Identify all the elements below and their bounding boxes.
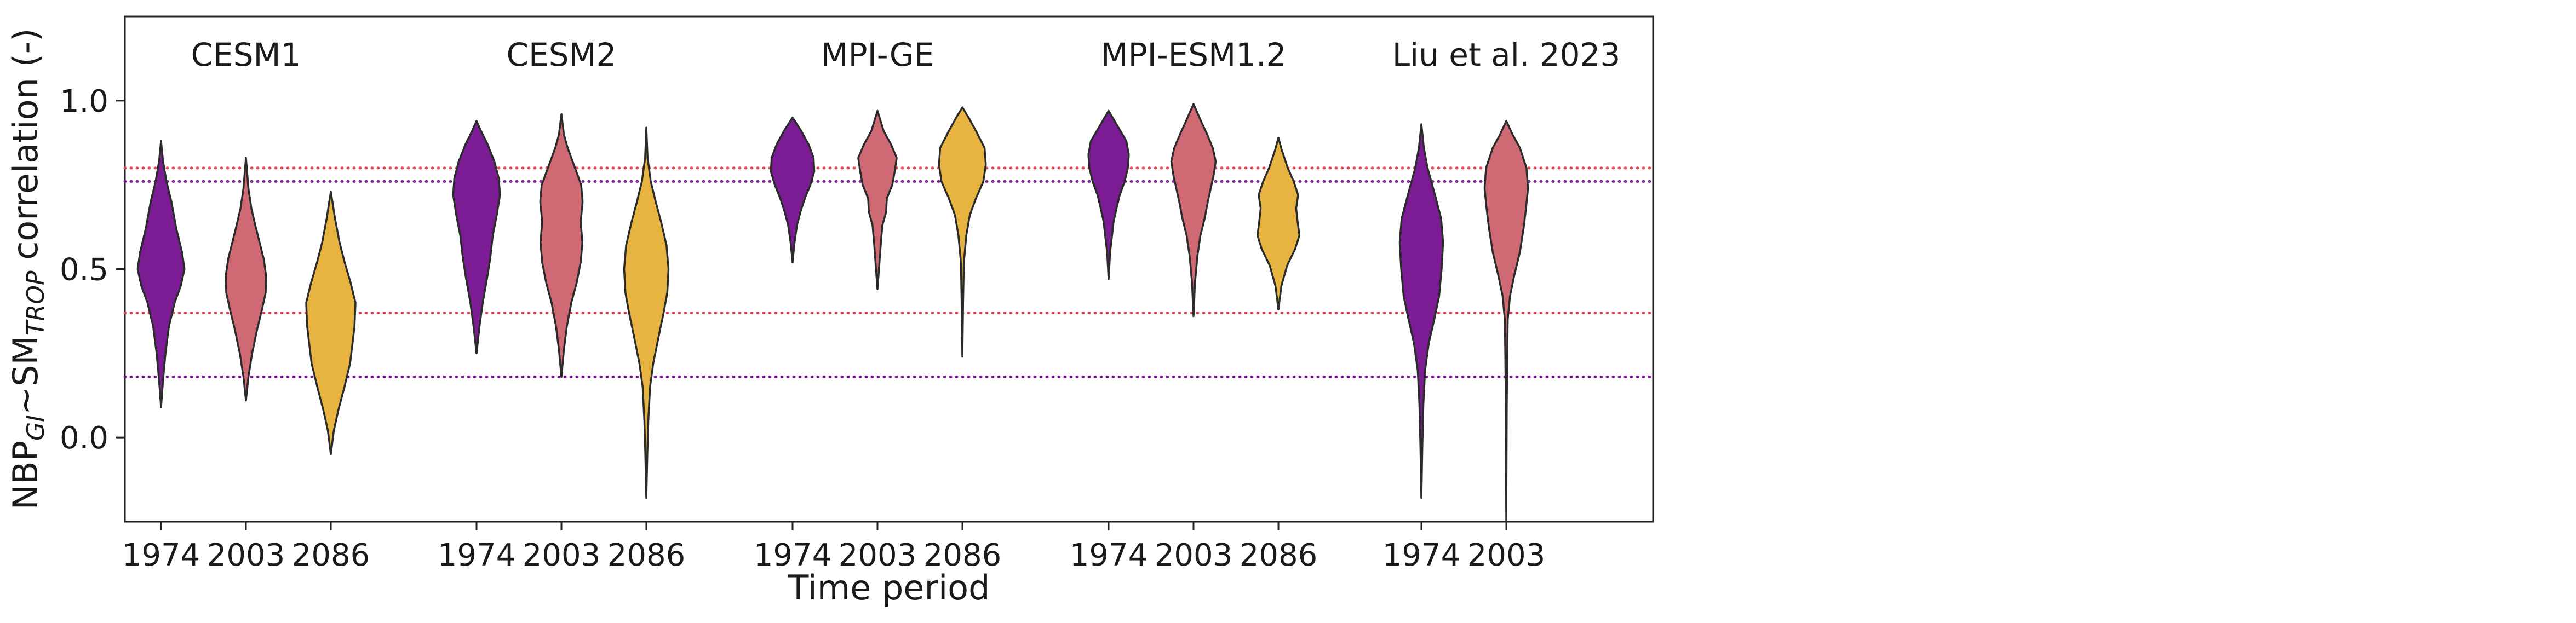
y-axis-text: ~SM [5,336,45,415]
x-tick-label: 1974 [438,538,516,573]
x-tick-label: 2086 [607,538,686,573]
group-label: MPI-GE [821,36,934,73]
x-axis-title: Time period [788,568,990,608]
x-tick-label: 2003 [1467,538,1546,573]
group-label: MPI-ESM1.2 [1101,36,1287,73]
y-axis-subscript: GI [22,415,50,441]
x-tick-label: 2086 [1240,538,1318,573]
y-axis-subscript: TROP [22,270,50,336]
y-axis-text: correlation (-) [5,28,45,271]
x-tick-label: 2003 [207,538,285,573]
x-tick-label: 1974 [1382,538,1461,573]
x-tick-label: 2003 [1155,538,1233,573]
x-tick-label: 2086 [292,538,370,573]
group-label: CESM2 [507,36,617,73]
x-tick-label: 2003 [523,538,601,573]
y-axis-text: NBP [5,441,45,510]
group-label: Liu et al. 2023 [1392,36,1621,73]
y-tick-label: 0.5 [60,252,108,288]
x-tick-label: 1974 [1070,538,1148,573]
y-tick-label: 0.0 [60,420,108,456]
y-axis-title: NBPGI~SMTROP correlation (-) [5,28,50,510]
y-tick-label: 1.0 [60,84,108,119]
group-label: CESM1 [191,36,301,73]
x-tick-label: 1974 [122,538,200,573]
